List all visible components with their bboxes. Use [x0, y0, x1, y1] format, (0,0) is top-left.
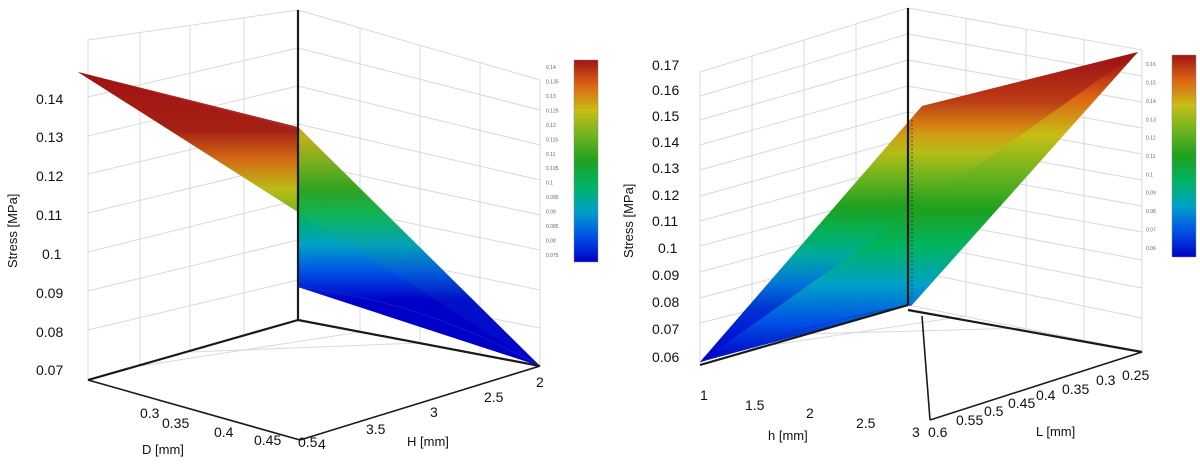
z-tick: 0.14 — [36, 91, 63, 107]
colorbar-left-ramp — [573, 59, 599, 263]
y-tick: 3.5 — [366, 421, 386, 437]
colorbar-tick: 0.13 — [1146, 117, 1156, 123]
x-tick: 0.3 — [140, 405, 160, 421]
colorbar-tick: 0.08 — [1146, 209, 1156, 215]
z-tick: 0.09 — [36, 285, 63, 301]
z-ticks-right: 0.17 0.16 0.15 0.14 0.13 0.12 0.11 0.1 0… — [652, 57, 679, 365]
z-tick: 0.08 — [652, 294, 679, 310]
z-tick: 0.09 — [652, 267, 679, 283]
colorbar-tick: 0.09 — [546, 210, 556, 216]
y-axis-title-right: L [mm] — [1036, 424, 1075, 439]
y-tick: 0.35 — [1062, 381, 1089, 397]
z-tick: 0.08 — [36, 324, 63, 340]
x-tick: 3 — [912, 424, 920, 440]
z-tick: 0.06 — [652, 349, 679, 365]
z-tick: 0.16 — [652, 82, 679, 98]
z-tick: 0.07 — [36, 362, 63, 378]
colorbar-tick: 0.14 — [1146, 99, 1156, 105]
surface-left — [78, 72, 541, 367]
colorbar-tick: 0.095 — [546, 195, 559, 201]
z-tick: 0.07 — [652, 321, 679, 337]
colorbar-tick: 0.125 — [546, 109, 559, 115]
x-axis-title-left: D [mm] — [142, 442, 184, 457]
y-tick: 0.45 — [1008, 395, 1035, 411]
x-tick: 0.45 — [254, 432, 281, 448]
colorbar-tick: 0.115 — [546, 137, 558, 143]
x-tick: 1 — [700, 387, 708, 403]
y-ticks-left: 4 3.5 3 2.5 2 — [318, 374, 544, 452]
colorbar-tick: 0.11 — [1146, 154, 1156, 160]
colorbar-tick: 0.14 — [546, 65, 556, 71]
x-tick: 2.5 — [856, 415, 876, 431]
x-tick: 1.5 — [745, 397, 765, 413]
x-tick: 0.5 — [298, 434, 318, 450]
y-tick: 0.5 — [984, 403, 1004, 419]
colorbar-tick: 0.15 — [1146, 81, 1156, 87]
colorbar-left: 0.075 0.08 0.085 0.09 0.095 0.1 0.105 0.11 0.115… — [546, 59, 599, 263]
colorbar-tick: 0.08 — [546, 238, 556, 244]
z-tick: 0.11 — [652, 213, 678, 229]
z-tick: 0.17 — [652, 57, 679, 73]
colorbar-tick: 0.1 — [546, 181, 553, 187]
z-tick: 0.1 — [658, 240, 678, 256]
colorbar-tick: 0.105 — [546, 166, 559, 172]
chart-left: 0.14 0.13 0.12 0.11 0.1 0.09 0.08 0.07 S… — [5, 9, 599, 457]
colorbar-right: 0.16 0.15 0.14 0.13 0.12 0.11 0.1 0.09 0.08 0.07 0… — [1146, 54, 1197, 258]
y-tick: 4 — [318, 436, 326, 452]
colorbar-tick: 0.1 — [1146, 172, 1153, 178]
y-tick: 3 — [430, 404, 438, 420]
colorbar-tick: 0.07 — [1146, 227, 1156, 233]
axes-right — [699, 8, 1143, 421]
z-tick: 0.13 — [652, 160, 679, 176]
axes-left — [87, 10, 541, 441]
z-axis-title-right: Stress [MPa] — [621, 184, 636, 258]
colorbar-tick: 0.075 — [546, 253, 559, 259]
y-tick: 2 — [536, 374, 544, 390]
colorbar-tick: 0.09 — [1146, 191, 1156, 197]
colorbar-tick: 0.12 — [546, 123, 556, 129]
colorbar-tick: 0.085 — [546, 224, 559, 230]
y-axis-title-left: H [mm] — [407, 434, 449, 449]
z-tick: 0.11 — [36, 207, 62, 223]
y-tick: 0.25 — [1122, 367, 1149, 383]
z-tick: 0.13 — [36, 129, 63, 145]
x-tick: 2 — [806, 405, 814, 421]
y-tick: 0.3 — [1096, 372, 1116, 388]
z-tick: 0.15 — [652, 108, 679, 124]
x-axis-title-right: h [mm] — [768, 428, 808, 443]
y-tick: 0.55 — [956, 412, 983, 428]
z-ticks-left: 0.14 0.13 0.12 0.11 0.1 0.09 0.08 0.07 — [36, 91, 63, 378]
z-tick: 0.1 — [42, 246, 62, 262]
y-tick: 0.4 — [1036, 387, 1056, 403]
x-tick: 0.4 — [214, 424, 234, 440]
z-tick: 0.14 — [652, 134, 679, 150]
x-ticks-right: 1 1.5 2 2.5 3 — [700, 387, 920, 440]
colorbar-tick: 0.12 — [1146, 136, 1156, 142]
colorbar-tick: 0.13 — [546, 94, 556, 100]
chart-right: 0.17 0.16 0.15 0.14 0.13 0.12 0.11 0.1 0… — [621, 7, 1197, 443]
x-ticks-left: 0.3 0.35 0.4 0.45 0.5 — [140, 405, 318, 450]
z-tick: 0.12 — [36, 168, 63, 184]
colorbar-tick: 0.135 — [546, 80, 559, 86]
y-ticks-right: 0.6 0.55 0.5 0.45 0.4 0.35 0.3 0.25 — [928, 367, 1149, 440]
z-axis-title-left: Stress [MPa] — [5, 194, 20, 268]
y-tick: 2.5 — [484, 389, 504, 405]
y-tick: 0.6 — [928, 424, 948, 440]
colorbar-right-ramp — [1171, 54, 1197, 258]
surface-left-face-c — [298, 127, 540, 366]
colorbar-tick: 0.06 — [1146, 246, 1156, 252]
z-tick: 0.12 — [652, 187, 679, 203]
colorbar-tick: 0.16 — [1146, 62, 1156, 68]
x-tick: 0.35 — [162, 415, 189, 431]
surface-right — [699, 52, 1138, 363]
colorbar-tick: 0.11 — [546, 152, 556, 158]
surface-right-face-b — [700, 52, 1138, 362]
